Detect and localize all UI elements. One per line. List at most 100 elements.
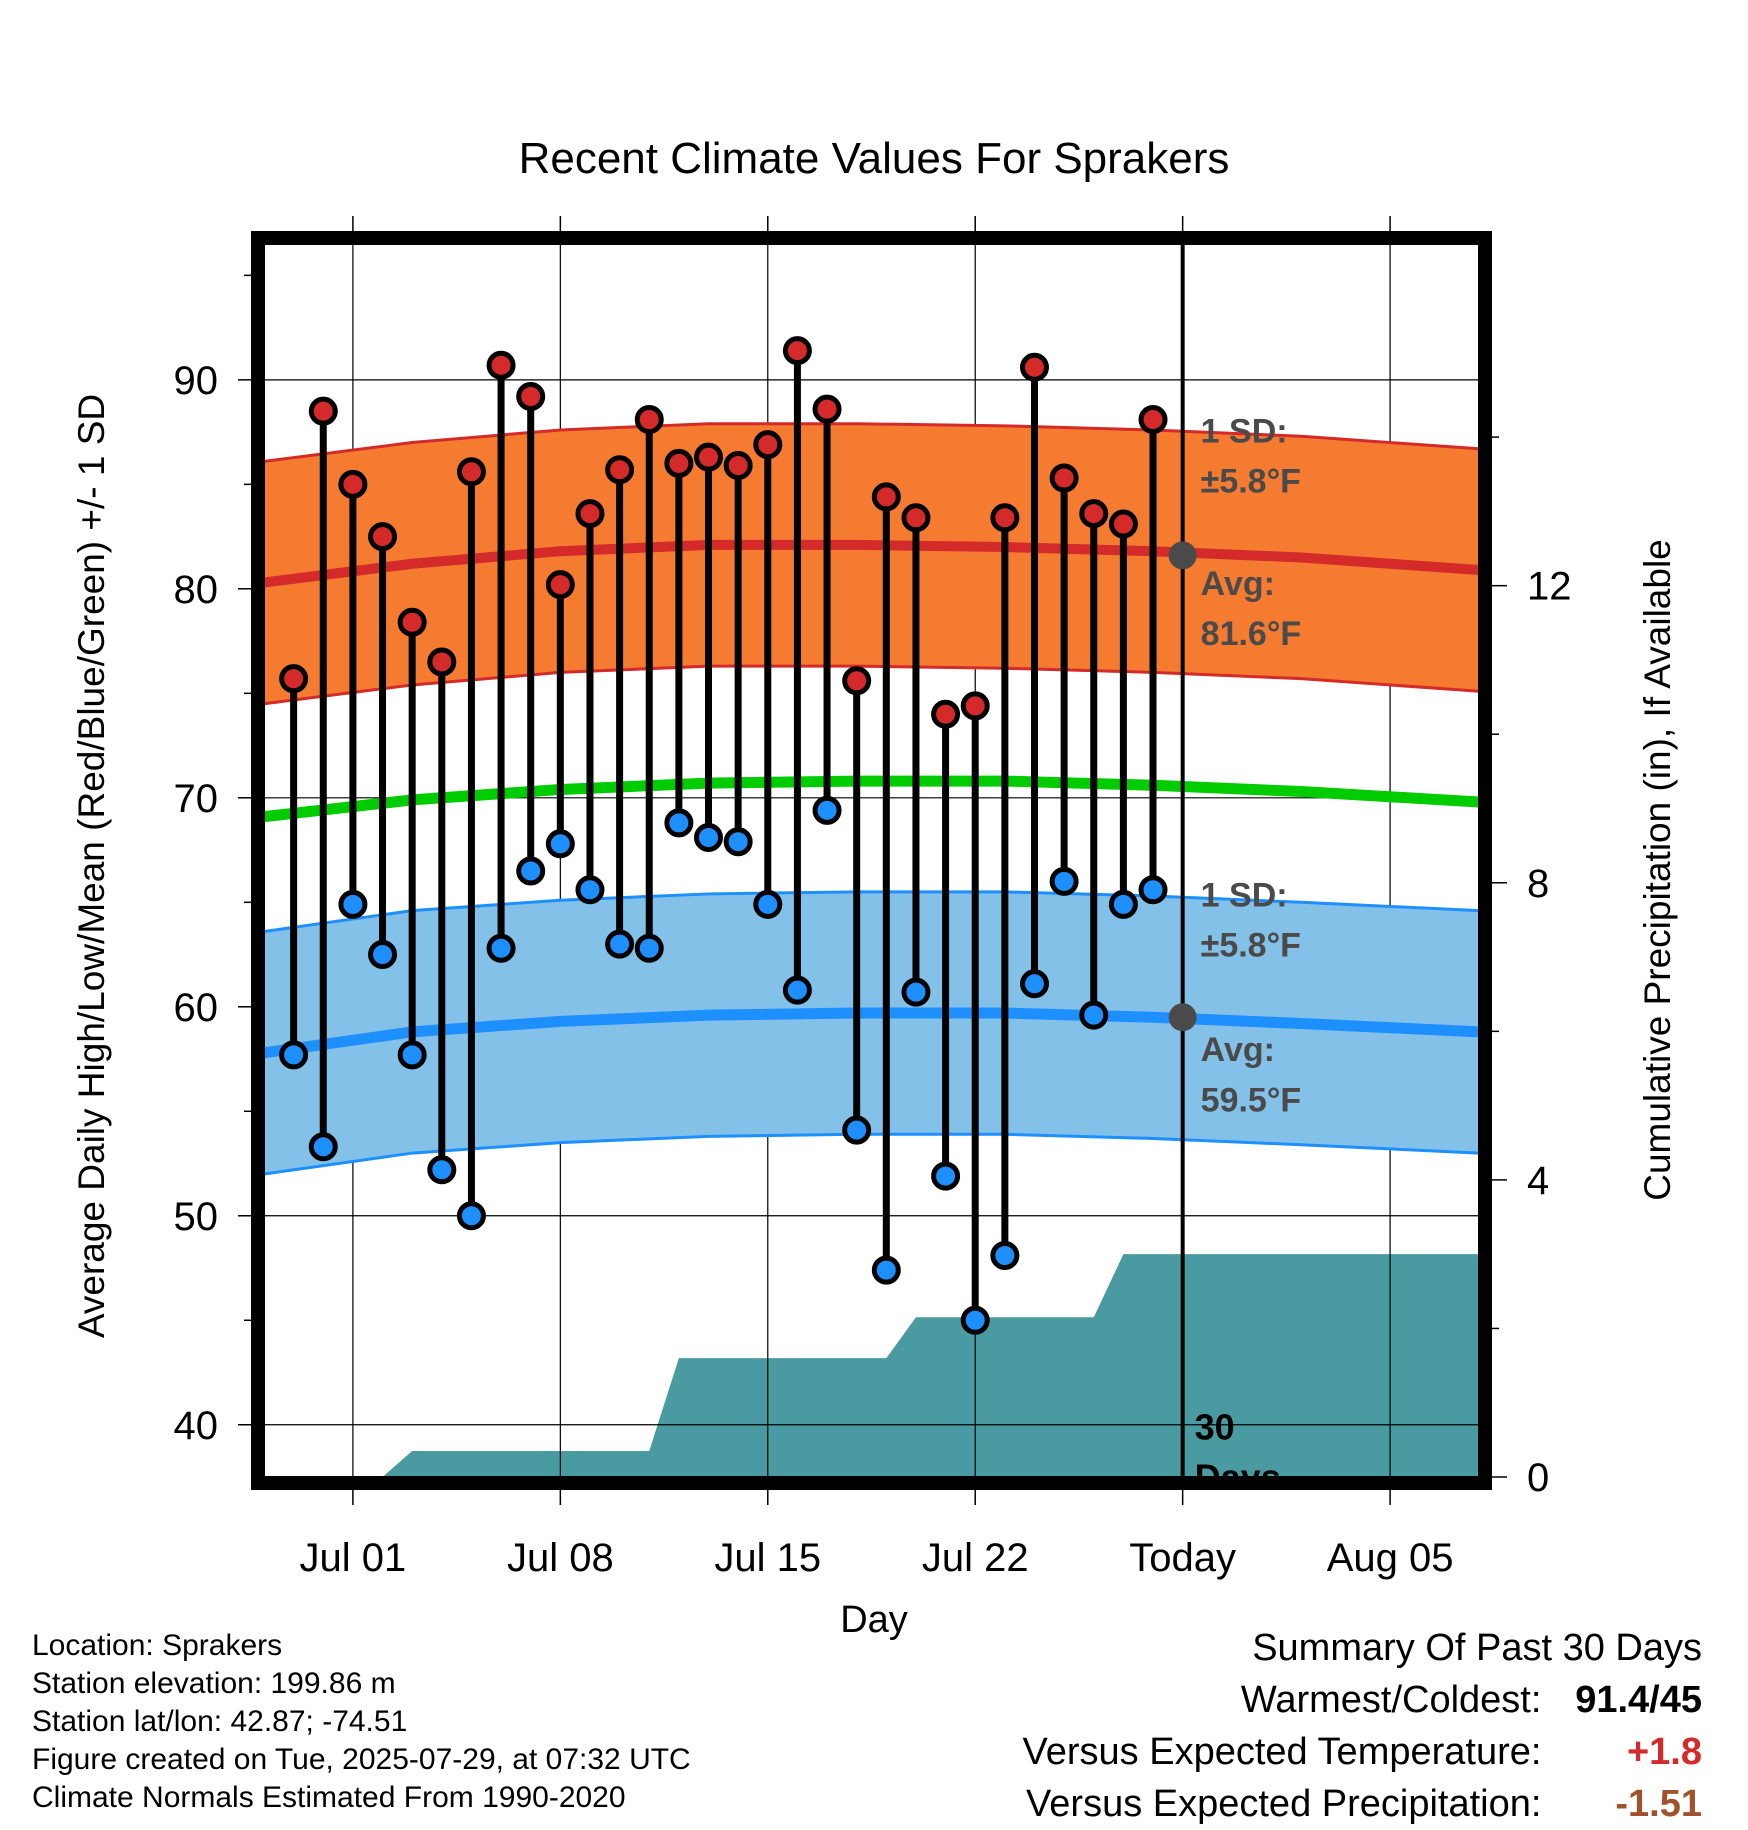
warmest-coldest-label: Warmest/Coldest: xyxy=(1240,1679,1542,1721)
daily-low-point xyxy=(960,1305,990,1335)
summary-precip-row: Versus Expected Precipitation: -1.51 xyxy=(1023,1778,1702,1830)
daily-high-point xyxy=(605,455,635,485)
y2-tick-label: 4 xyxy=(1527,1159,1549,1203)
daily-high-point xyxy=(960,691,990,721)
normal-high-band xyxy=(264,423,1479,704)
daily-high-point xyxy=(545,570,575,600)
y-tick-label: 60 xyxy=(174,986,219,1030)
plot-area: 1 SD: ±5.8°F Avg: 81.6°F 1 SD: ±5.8°F Avg: 59.5… xyxy=(174,216,1572,1580)
warmest-coldest-value: 91.4/45 xyxy=(1575,1679,1702,1721)
y-tick-label: 50 xyxy=(174,1195,219,1239)
summary-panel: Summary Of Past 30 Days Warmest/Coldest:… xyxy=(1023,1622,1702,1830)
daily-low-point xyxy=(397,1040,427,1070)
daily-low-point xyxy=(664,808,694,838)
daily-low-point xyxy=(427,1155,457,1185)
daily-low-point xyxy=(1019,969,1049,999)
daily-low-point xyxy=(753,889,783,919)
daily-high-point xyxy=(1079,499,1109,529)
created-text: Figure created on Tue, 2025-07-29, at 07… xyxy=(32,1743,691,1776)
daily-high-point xyxy=(1108,509,1138,539)
high-avg-label: Avg: xyxy=(1201,565,1275,603)
low-sd-value: ±5.8°F xyxy=(1201,927,1301,965)
daily-low-point xyxy=(782,975,812,1005)
daily-high-point xyxy=(694,442,724,472)
y2-axis-label: Cumulative Precipitation (in), If Availa… xyxy=(1637,539,1678,1201)
daily-high-point xyxy=(368,522,398,552)
daily-high-point xyxy=(753,430,783,460)
low-avg-marker xyxy=(1168,1003,1197,1032)
daily-low-point xyxy=(1079,1000,1109,1030)
normal-high-lower-line xyxy=(264,664,1479,706)
daily-low-point xyxy=(368,940,398,970)
precip-anomaly-value: -1.51 xyxy=(1615,1783,1702,1825)
normal-low-band xyxy=(264,891,1479,1174)
x-tick-label: Jul 08 xyxy=(507,1536,614,1580)
high-sd-value: ±5.8°F xyxy=(1201,463,1301,501)
daily-low-point xyxy=(694,823,724,853)
temp-anomaly-value: +1.8 xyxy=(1626,1731,1702,1773)
daily-high-point xyxy=(871,482,901,512)
temp-anomaly-label: Versus Expected Temperature: xyxy=(1022,1731,1542,1773)
daily-high-point xyxy=(931,699,961,729)
daily-high-point xyxy=(1049,463,1079,493)
daily-low-point xyxy=(486,933,516,963)
low-avg-label: Avg: xyxy=(1201,1031,1275,1069)
daily-low-point xyxy=(605,929,635,959)
daily-high-point xyxy=(456,457,486,487)
x-tick-label: Jul 22 xyxy=(922,1536,1029,1580)
daily-low-point xyxy=(338,889,368,919)
daily-low-point xyxy=(308,1132,338,1162)
high-sd-label: 1 SD: xyxy=(1201,413,1288,451)
daily-high-point xyxy=(516,382,546,412)
daily-high-point xyxy=(842,666,872,696)
precip-anomaly-label: Versus Expected Precipitation: xyxy=(1026,1783,1542,1825)
daily-low-point xyxy=(634,933,664,963)
y2-tick-label: 8 xyxy=(1527,862,1549,906)
y-tick-label: 40 xyxy=(174,1404,219,1448)
daily-low-point xyxy=(516,856,546,886)
high-avg-marker xyxy=(1168,541,1197,570)
normal-mean-line xyxy=(264,775,1479,823)
daily-low-point xyxy=(842,1115,872,1145)
daily-low-point xyxy=(931,1161,961,1191)
daily-low-point xyxy=(1108,889,1138,919)
daily-high-point xyxy=(397,607,427,637)
daily-high-point xyxy=(308,396,338,426)
daily-high-point xyxy=(575,499,605,529)
y2-tick-label: 0 xyxy=(1527,1456,1549,1500)
low-sd-label: 1 SD: xyxy=(1201,876,1288,914)
chart-title: Recent Climate Values For Sprakers xyxy=(519,134,1230,183)
normal-high-upper-line xyxy=(264,422,1479,463)
daily-high-point xyxy=(486,350,516,380)
plot-frame xyxy=(251,231,1492,1490)
summary-temp-row: Versus Expected Temperature: +1.8 xyxy=(1023,1726,1702,1778)
y-tick-label: 80 xyxy=(174,568,219,612)
daily-high-point xyxy=(634,405,664,435)
latlon-text: Station lat/lon: 42.87; -74.51 xyxy=(32,1705,408,1738)
y-axis-label: Average Daily High/Low/Mean (Red/Blue/Gr… xyxy=(71,394,112,1338)
daily-high-point xyxy=(723,451,753,481)
daily-high-point xyxy=(1019,352,1049,382)
y-tick-label: 90 xyxy=(174,359,219,403)
daily-low-point xyxy=(1049,866,1079,896)
plot-inner: 1 SD: ±5.8°F Avg: 81.6°F 1 SD: ±5.8°F Avg: 59.5… xyxy=(264,244,1479,1477)
precipitation-area xyxy=(264,1254,1479,1477)
daily-low-point xyxy=(279,1040,309,1070)
y-tick-label: 70 xyxy=(174,777,219,821)
daily-low-point xyxy=(1138,875,1168,905)
x-tick-label: Jul 01 xyxy=(300,1536,407,1580)
daily-high-point xyxy=(782,336,812,366)
daily-high-point xyxy=(990,503,1020,533)
daily-low-point xyxy=(723,827,753,857)
daily-high-point xyxy=(427,647,457,677)
high-avg-value: 81.6°F xyxy=(1201,615,1302,653)
daily-low-point xyxy=(990,1240,1020,1270)
y2-tick-label: 12 xyxy=(1527,565,1572,609)
daily-low-point xyxy=(901,977,931,1007)
location-text: Location: Sprakers xyxy=(32,1629,283,1662)
daily-high-point xyxy=(812,394,842,424)
daily-low-point xyxy=(456,1201,486,1231)
low-avg-value: 59.5°F xyxy=(1201,1081,1302,1119)
daily-high-point xyxy=(664,448,694,478)
